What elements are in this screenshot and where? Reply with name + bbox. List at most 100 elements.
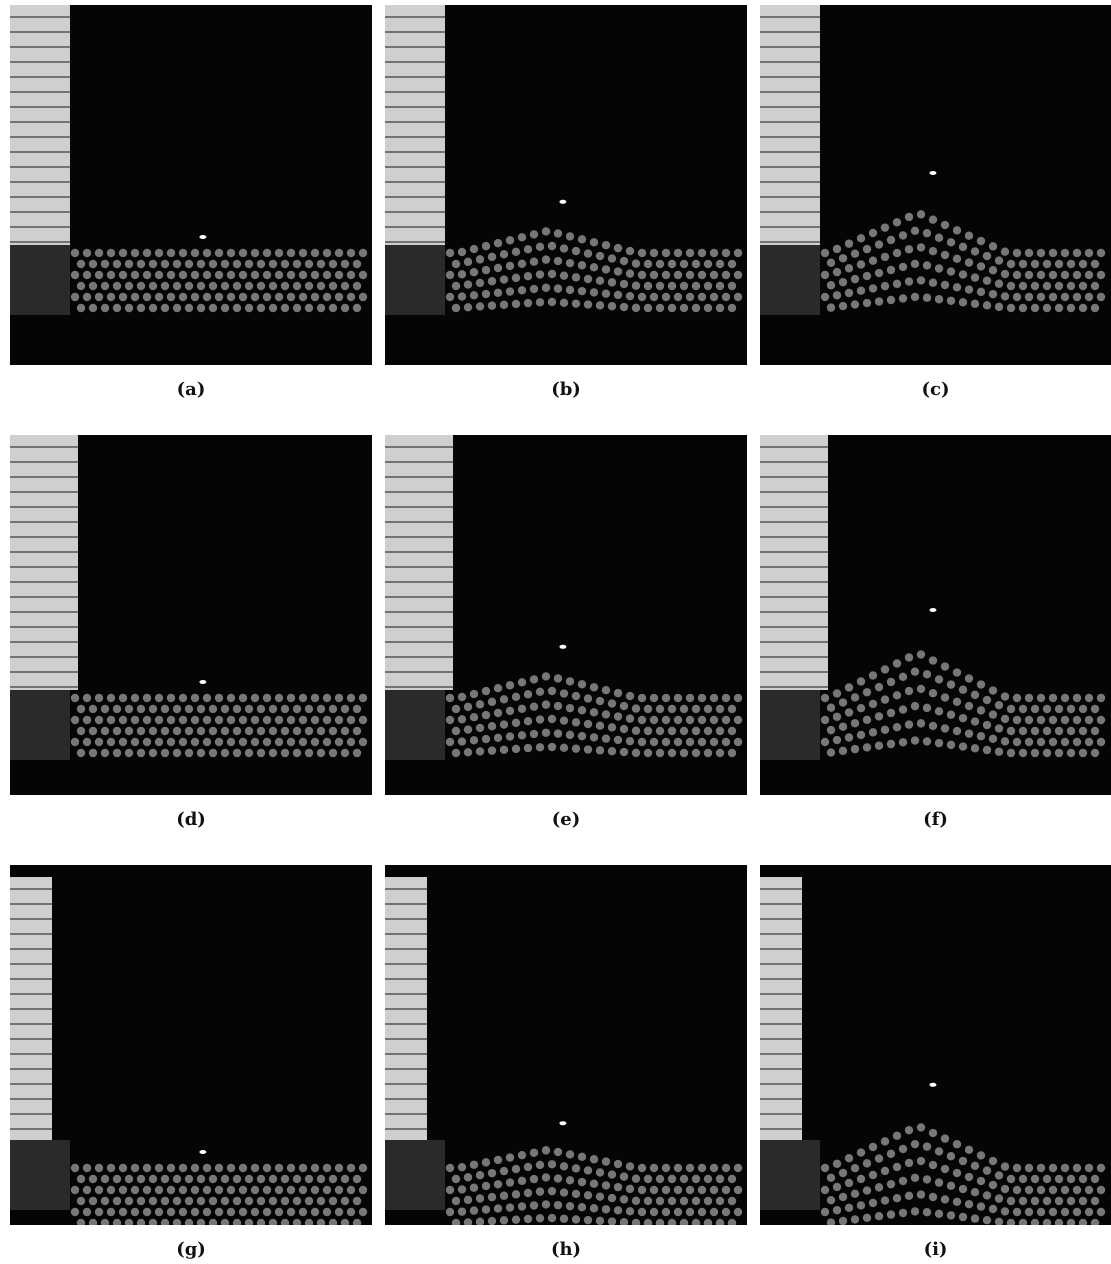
grain xyxy=(347,716,355,724)
grain xyxy=(728,282,736,290)
grain xyxy=(269,282,277,290)
grain xyxy=(293,260,301,268)
grain xyxy=(446,271,454,279)
grain xyxy=(584,249,592,257)
grain xyxy=(704,260,712,268)
grain xyxy=(1019,749,1027,757)
grain xyxy=(101,705,109,713)
grain xyxy=(167,293,175,301)
grain xyxy=(323,694,331,702)
grain xyxy=(269,260,277,268)
grain xyxy=(137,304,145,312)
grain xyxy=(923,1208,931,1216)
grain xyxy=(269,1175,277,1183)
grain xyxy=(692,1175,700,1183)
grain xyxy=(359,716,367,724)
grain xyxy=(1019,260,1027,268)
grain xyxy=(662,293,670,301)
grain xyxy=(482,1158,490,1166)
grain xyxy=(821,271,829,279)
grain xyxy=(281,749,289,757)
grain xyxy=(608,723,616,731)
grain xyxy=(89,304,97,312)
grain xyxy=(1097,271,1105,279)
grain xyxy=(821,1164,829,1172)
grain xyxy=(839,723,847,731)
grain xyxy=(245,304,253,312)
grain xyxy=(905,277,913,285)
grain xyxy=(518,731,526,739)
grain xyxy=(857,1175,865,1183)
grain xyxy=(245,282,253,290)
grain xyxy=(977,680,985,688)
grain xyxy=(1079,727,1087,735)
grain xyxy=(941,724,949,732)
grain xyxy=(584,720,592,728)
grain xyxy=(1061,1186,1069,1194)
grain xyxy=(845,1154,853,1162)
grain xyxy=(905,687,913,695)
grain xyxy=(638,1208,646,1216)
grain xyxy=(281,1175,289,1183)
grain xyxy=(197,1175,205,1183)
grain xyxy=(101,727,109,735)
grain xyxy=(614,689,622,697)
projectile xyxy=(929,171,936,175)
grain xyxy=(167,1208,175,1216)
grain xyxy=(983,1191,991,1199)
grain xyxy=(887,296,895,304)
grain xyxy=(179,694,187,702)
grain xyxy=(95,1186,103,1194)
grain xyxy=(209,1197,217,1205)
grain xyxy=(275,249,283,257)
grain xyxy=(560,299,568,307)
grain xyxy=(911,736,919,744)
grain xyxy=(638,271,646,279)
grain xyxy=(668,727,676,735)
grain xyxy=(1007,727,1015,735)
grain xyxy=(710,694,718,702)
grain xyxy=(1049,738,1057,746)
grain xyxy=(275,1186,283,1194)
grain xyxy=(971,247,979,255)
grain xyxy=(923,1175,931,1183)
grain xyxy=(71,1164,79,1172)
grain xyxy=(734,738,742,746)
grain xyxy=(905,213,913,221)
grain xyxy=(113,1175,121,1183)
grain xyxy=(1037,1208,1045,1216)
grain xyxy=(971,717,979,725)
grain xyxy=(977,237,985,245)
grain xyxy=(476,255,484,263)
grain xyxy=(863,716,871,724)
grain xyxy=(686,271,694,279)
grain xyxy=(704,749,712,757)
grain xyxy=(710,293,718,301)
grain xyxy=(710,271,718,279)
grain xyxy=(83,249,91,257)
grain xyxy=(311,1208,319,1216)
grain xyxy=(464,748,472,756)
grain xyxy=(317,282,325,290)
grain xyxy=(977,1177,985,1185)
grain xyxy=(359,694,367,702)
grain xyxy=(1049,716,1057,724)
grain xyxy=(347,1186,355,1194)
grain xyxy=(1013,1186,1021,1194)
grain xyxy=(680,749,688,757)
grain xyxy=(851,1164,859,1172)
grain xyxy=(626,692,634,700)
grain xyxy=(83,293,91,301)
wall xyxy=(385,435,453,690)
grain xyxy=(1043,1175,1051,1183)
grain xyxy=(518,678,526,686)
grain xyxy=(596,697,604,705)
grain xyxy=(851,249,859,257)
grain xyxy=(179,738,187,746)
grain xyxy=(620,725,628,733)
grain xyxy=(698,694,706,702)
grain xyxy=(560,744,568,752)
grain xyxy=(698,249,706,257)
grain xyxy=(1007,304,1015,312)
grain xyxy=(512,745,520,753)
